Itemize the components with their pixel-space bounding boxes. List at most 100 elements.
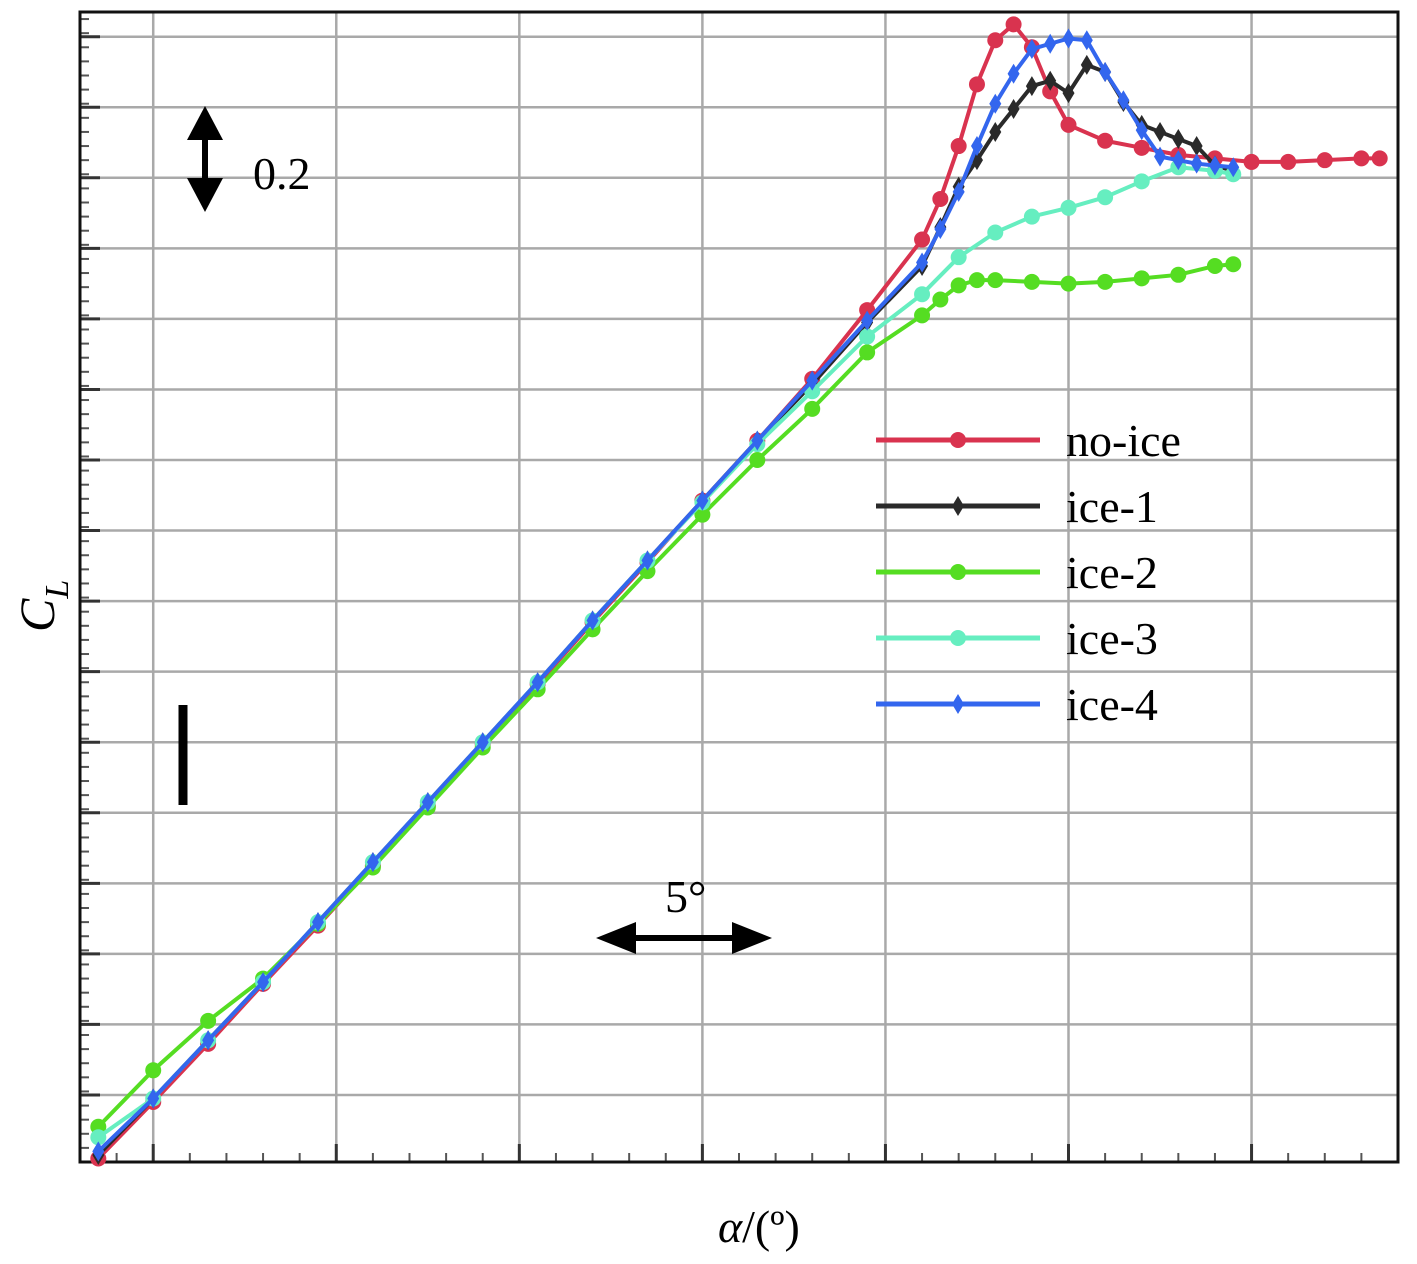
legend: no-ice ice-1 ice-2 ice-3 ice-4 [876,415,1181,730]
data-point-ice-1 [1044,70,1057,91]
data-point-no-ice [987,32,1004,49]
data-point-no-ice [914,231,931,248]
data-point-ice-4 [421,792,434,813]
data-point-ice-2 [1225,256,1242,273]
data-point-ice-4 [1190,153,1203,174]
legend-entry-ice-2: ice-2 [876,547,1158,598]
data-point-no-ice [1280,153,1297,170]
data-point-ice-4 [1099,61,1112,82]
data-point-ice-4 [751,430,764,451]
data-point-no-ice [1133,139,1150,156]
data-point-ice-4 [861,310,874,331]
data-point-ice-4 [531,672,544,693]
data-point-ice-4 [1062,28,1075,49]
data-point-ice-2 [932,291,949,308]
data-point-ice-4 [202,1030,215,1051]
data-point-no-ice [1353,150,1370,167]
data-point-ice-2 [1206,257,1223,274]
y-scale-arrow-down-icon [187,178,223,212]
y-axis-subscript: L [39,580,76,600]
x-scale-label: 5° [665,871,706,922]
data-point-ice-2 [1097,273,1114,290]
data-point-ice-2 [145,1062,162,1079]
data-point-ice-1 [1062,83,1075,104]
legend-entry-no-ice: no-ice [876,415,1181,466]
data-point-ice-2 [1170,266,1187,283]
data-point-no-ice [1042,83,1059,100]
legend-label: ice-1 [1066,481,1158,532]
data-point-ice-1 [1025,76,1038,97]
legend-entry-ice-1: ice-1 [876,481,1158,532]
legend-label: ice-4 [1066,679,1158,730]
data-point-no-ice [1316,152,1333,169]
data-point-ice-4 [257,972,270,993]
legend-swatch-marker [952,694,964,714]
legend-label: ice-3 [1066,613,1158,664]
data-point-ice-4 [1044,33,1057,54]
legend-entry-ice-4: ice-4 [876,679,1158,730]
x-axis-symbol: α [718,1201,743,1252]
data-point-ice-2 [914,307,931,324]
y-axis-label-text: CL [9,580,76,632]
data-point-ice-4 [934,218,947,239]
data-point-ice-4 [916,252,929,273]
data-point-ice-4 [1080,30,1093,51]
data-point-ice-4 [366,852,379,873]
data-point-ice-1 [1154,121,1167,142]
data-point-ice-1 [1080,54,1093,75]
plot-area-background [80,12,1398,1162]
data-point-ice-3 [987,224,1004,241]
data-point-no-ice [1060,116,1077,133]
legend-swatch-marker [950,564,966,580]
data-point-ice-3 [1133,173,1150,190]
data-point-ice-4 [92,1141,105,1162]
data-point-ice-2 [200,1012,217,1029]
data-point-ice-2 [950,277,967,294]
legend-swatch-marker [950,630,966,646]
data-point-no-ice [1243,153,1260,170]
data-point-ice-3 [950,249,967,266]
x-scale-arrow-left-icon [596,922,636,954]
data-point-no-ice [932,190,949,207]
data-point-ice-3 [1023,208,1040,225]
data-point-ice-3 [1060,199,1077,216]
data-point-ice-1 [1172,128,1185,149]
data-point-ice-2 [968,272,985,289]
y-scale-arrow-up-icon [187,106,223,140]
data-point-ice-4 [696,490,709,511]
legend-label: no-ice [1066,415,1181,466]
data-point-ice-2 [987,272,1004,289]
series-ice-4 [92,28,1240,1162]
data-point-ice-1 [989,121,1002,142]
data-point-ice-4 [1117,90,1130,111]
data-point-ice-4 [952,181,965,202]
x-axis-unit: /(º) [742,1201,800,1252]
y-scale-label: 0.2 [253,148,311,199]
data-point-ice-2 [1023,273,1040,290]
data-point-ice-2 [1060,275,1077,292]
y-axis-symbol: C [9,598,65,632]
data-point-ice-4 [1172,150,1185,171]
data-point-ice-4 [1208,155,1221,176]
data-point-ice-2 [694,506,711,523]
data-point-ice-4 [970,136,983,157]
data-point-no-ice [1371,150,1388,167]
data-point-no-ice [950,138,967,155]
data-point-no-ice [1097,132,1114,149]
data-point-ice-4 [311,912,324,933]
data-point-ice-1 [1190,136,1203,157]
data-point-ice-3 [914,286,931,303]
data-point-ice-4 [147,1088,160,1109]
legend-entry-ice-3: ice-3 [876,613,1158,664]
data-point-ice-4 [989,93,1002,114]
data-point-ice-3 [859,328,876,345]
data-point-ice-4 [476,732,489,753]
data-point-ice-2 [1133,270,1150,287]
data-point-no-ice [968,76,985,93]
data-point-ice-3 [90,1129,107,1146]
data-point-ice-2 [749,452,766,469]
data-point-ice-4 [1227,157,1240,178]
x-scale-arrow-right-icon [732,922,772,954]
data-point-ice-4 [1025,39,1038,60]
